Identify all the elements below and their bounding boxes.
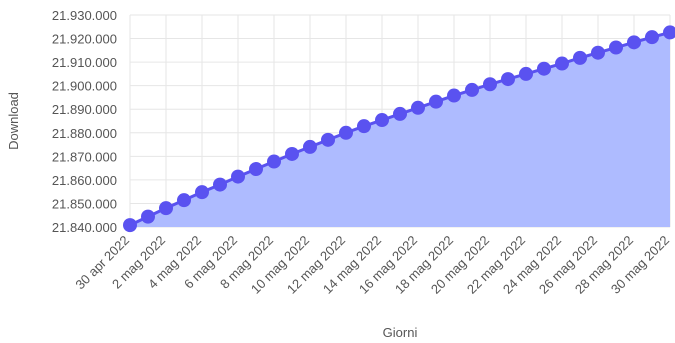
- data-point[interactable]: [285, 146, 299, 161]
- marker-layer: [123, 25, 675, 233]
- y-tick-label: 21.910.000: [52, 55, 117, 70]
- y-tick-label: 21.850.000: [52, 196, 117, 211]
- data-point[interactable]: [429, 94, 443, 109]
- y-tick-label: 21.880.000: [52, 126, 117, 141]
- x-axis-title: Giorni: [383, 325, 418, 340]
- data-point[interactable]: [267, 154, 281, 169]
- data-point[interactable]: [249, 162, 263, 177]
- y-axis-title: Download: [6, 92, 21, 150]
- y-tick-label: 21.840.000: [52, 220, 117, 235]
- y-tick-label: 21.900.000: [52, 79, 117, 94]
- data-point[interactable]: [501, 72, 515, 87]
- area-fill-layer: [130, 32, 670, 228]
- data-point[interactable]: [465, 82, 479, 97]
- data-point[interactable]: [159, 201, 173, 216]
- data-point[interactable]: [447, 88, 461, 103]
- data-point[interactable]: [213, 177, 227, 192]
- data-point[interactable]: [411, 100, 425, 115]
- y-tick-label: 21.890.000: [52, 102, 117, 117]
- data-point[interactable]: [537, 61, 551, 76]
- y-axis-ticks: 21.840.000 21.850.000 21.860.000 21.870.000…: [52, 8, 117, 235]
- data-point[interactable]: [303, 139, 317, 154]
- data-point[interactable]: [573, 50, 587, 65]
- data-point[interactable]: [393, 106, 407, 121]
- data-point[interactable]: [609, 40, 623, 55]
- data-point[interactable]: [591, 45, 605, 60]
- data-point[interactable]: [357, 119, 371, 134]
- data-point[interactable]: [321, 132, 335, 147]
- series-area: [130, 32, 670, 228]
- data-point[interactable]: [123, 218, 137, 233]
- data-point[interactable]: [195, 185, 209, 200]
- data-point[interactable]: [663, 25, 675, 40]
- y-tick-label: 21.860.000: [52, 173, 117, 188]
- data-point[interactable]: [519, 66, 533, 81]
- data-point[interactable]: [177, 193, 191, 208]
- data-point[interactable]: [645, 30, 659, 45]
- y-tick-label: 21.930.000: [52, 8, 117, 23]
- data-point[interactable]: [339, 125, 353, 140]
- data-point[interactable]: [555, 56, 569, 71]
- data-point[interactable]: [483, 77, 497, 92]
- data-point[interactable]: [231, 169, 245, 184]
- data-point[interactable]: [375, 113, 389, 128]
- y-tick-label: 21.870.000: [52, 149, 117, 164]
- data-point[interactable]: [141, 209, 155, 224]
- data-point[interactable]: [627, 35, 641, 50]
- y-tick-label: 21.920.000: [52, 32, 117, 47]
